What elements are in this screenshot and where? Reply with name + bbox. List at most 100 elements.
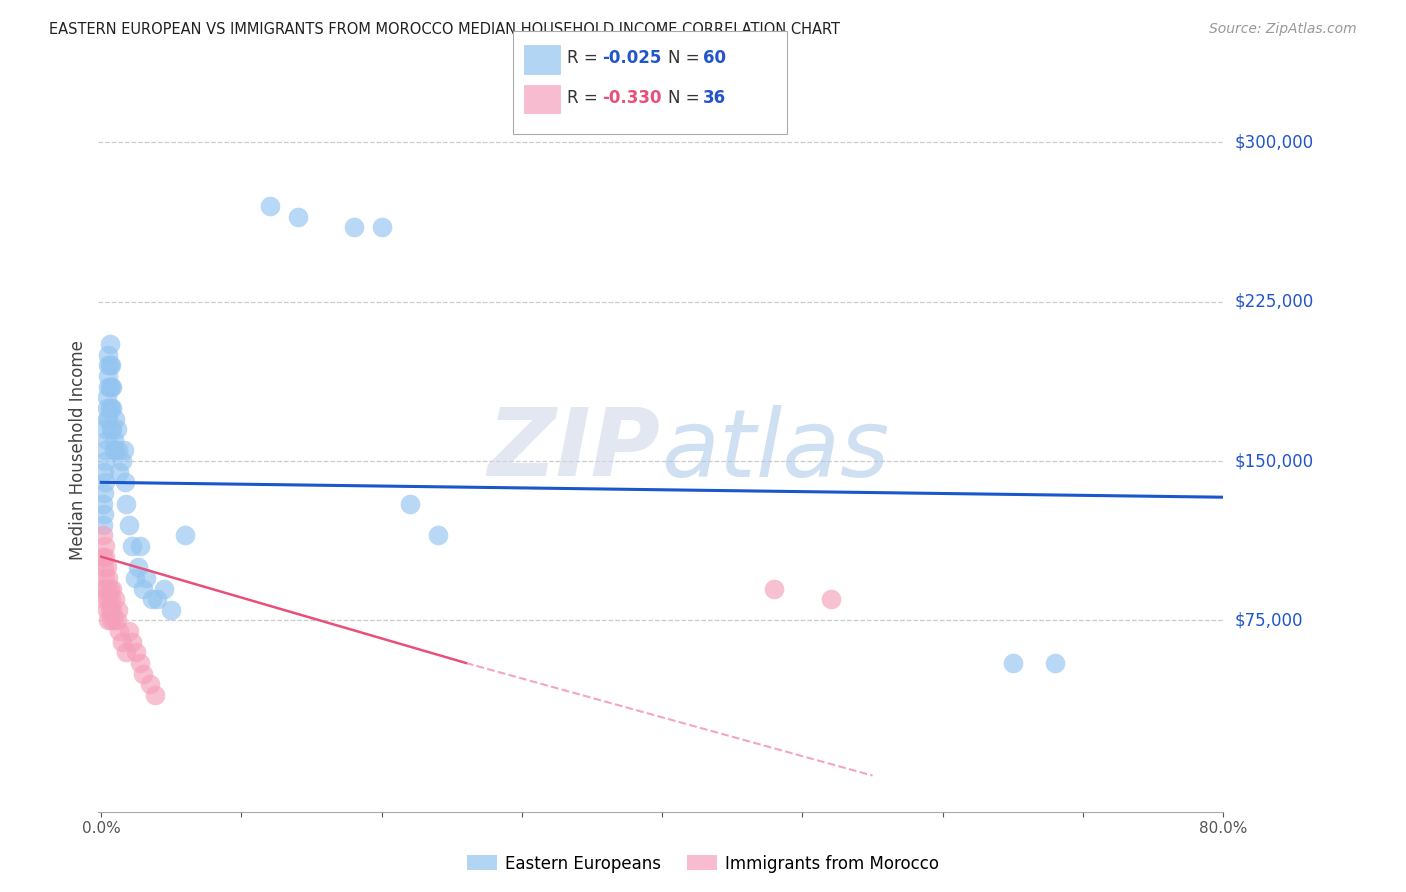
Point [370, 220, 392, 235]
Text: $300,000: $300,000 [1234, 133, 1313, 152]
Point [94, 549, 117, 564]
Point [104, 592, 127, 607]
Point [115, 645, 138, 659]
Point [94, 539, 117, 553]
Text: $150,000: $150,000 [1234, 452, 1313, 470]
Point [100, 592, 122, 607]
Point [112, 443, 135, 458]
Point [101, 603, 124, 617]
Point [96, 582, 118, 596]
Point [91, 528, 114, 542]
Point [97, 369, 120, 384]
Point [103, 443, 125, 458]
Text: R =: R = [567, 89, 603, 107]
Point [125, 645, 148, 659]
Point [153, 582, 176, 596]
Point [118, 517, 141, 532]
Point [143, 688, 166, 702]
Point [111, 454, 134, 468]
Text: $225,000: $225,000 [1234, 293, 1313, 310]
Point [259, 199, 281, 213]
Point [127, 560, 149, 574]
Point [108, 465, 131, 479]
Point [398, 497, 420, 511]
Point [93, 486, 115, 500]
Point [100, 359, 122, 373]
Point [104, 411, 127, 425]
Point [91, 497, 114, 511]
Y-axis label: Median Household Income: Median Household Income [69, 341, 87, 560]
Text: Source: ZipAtlas.com: Source: ZipAtlas.com [1209, 22, 1357, 37]
Point [96, 560, 118, 574]
Point [132, 666, 155, 681]
Point [174, 528, 197, 542]
Point [100, 401, 122, 415]
Point [98, 359, 121, 373]
Point [101, 582, 124, 596]
Text: 60: 60 [703, 49, 725, 67]
Point [129, 539, 152, 553]
Text: R =: R = [567, 49, 603, 67]
Point [93, 592, 115, 607]
Text: 36: 36 [703, 89, 725, 107]
Point [139, 677, 162, 691]
Point [141, 592, 163, 607]
Point [1043, 656, 1066, 670]
Point [129, 656, 152, 670]
Point [820, 592, 842, 607]
Point [135, 571, 157, 585]
Point [97, 380, 120, 394]
Point [115, 497, 138, 511]
Point [93, 507, 115, 521]
Point [121, 634, 143, 648]
Point [98, 380, 121, 394]
Point [101, 401, 124, 415]
Point [97, 411, 120, 425]
Point [96, 411, 118, 425]
Point [763, 582, 786, 596]
Text: atlas: atlas [661, 405, 889, 496]
Point [98, 401, 121, 415]
Point [96, 401, 118, 415]
Point [93, 582, 115, 596]
Text: -0.025: -0.025 [602, 49, 661, 67]
Point [100, 614, 122, 628]
Point [97, 359, 120, 373]
Point [97, 592, 120, 607]
Text: -0.330: -0.330 [602, 89, 661, 107]
Point [107, 603, 129, 617]
Text: N =: N = [668, 89, 704, 107]
Point [111, 634, 134, 648]
Point [114, 475, 136, 490]
Point [96, 603, 118, 617]
Point [98, 582, 121, 596]
Point [121, 539, 143, 553]
Point [93, 560, 115, 574]
Text: EASTERN EUROPEAN VS IMMIGRANTS FROM MOROCCO MEDIAN HOUSEHOLD INCOME CORRELATION : EASTERN EUROPEAN VS IMMIGRANTS FROM MORO… [49, 22, 841, 37]
Point [100, 422, 122, 436]
Point [343, 220, 366, 235]
Point [101, 422, 124, 436]
Point [94, 475, 117, 490]
Point [96, 433, 118, 447]
Point [105, 614, 128, 628]
Point [93, 465, 115, 479]
Point [94, 443, 117, 458]
Point [101, 380, 124, 394]
Point [160, 603, 183, 617]
Point [287, 210, 309, 224]
Legend: Eastern Europeans, Immigrants from Morocco: Eastern Europeans, Immigrants from Moroc… [461, 848, 945, 880]
Point [94, 454, 117, 468]
Point [97, 571, 120, 585]
Text: ZIP: ZIP [488, 404, 661, 497]
Point [97, 348, 120, 362]
Point [108, 624, 131, 639]
Point [1001, 656, 1024, 670]
Point [100, 380, 122, 394]
Point [105, 422, 128, 436]
Point [426, 528, 449, 542]
Point [104, 443, 127, 458]
Point [132, 582, 155, 596]
Point [94, 571, 117, 585]
Point [97, 614, 120, 628]
